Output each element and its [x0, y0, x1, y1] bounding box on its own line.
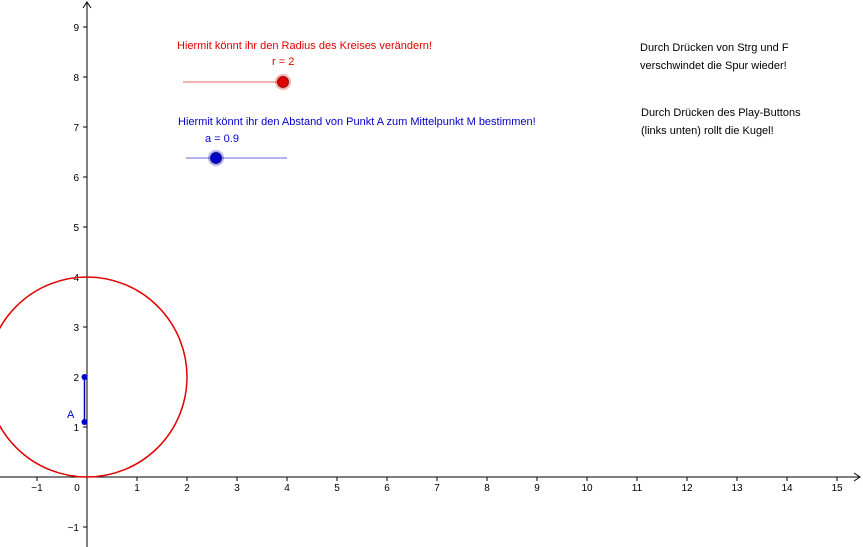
x-tick-label: 9 [534, 483, 540, 494]
point-m[interactable] [81, 374, 88, 380]
clear-trace-hint-line2: verschwindet die Spur wieder! [640, 60, 787, 72]
distance-slider-caption: Hiermit könnt ihr den Abstand von Punkt … [178, 116, 536, 128]
y-tick-label: 6 [73, 173, 79, 184]
x-axis-arrow [853, 472, 861, 482]
y-tick-label: −1 [68, 523, 80, 534]
x-tick-label: 2 [184, 483, 190, 494]
x-tick-label: 4 [284, 483, 290, 494]
x-axis-ticks: −1 0 1 2 3 4 5 6 7 8 9 10 11 12 13 14 15 [31, 477, 843, 494]
point-a[interactable] [81, 419, 88, 425]
y-tick-label: 7 [73, 123, 79, 134]
x-tick-label: 3 [234, 483, 240, 494]
y-tick-label: 4 [73, 273, 79, 284]
y-tick-label: 8 [73, 73, 79, 84]
play-hint: Durch Drücken des Play-Buttons (links un… [641, 104, 801, 140]
x-tick-label: 5 [334, 483, 340, 494]
y-tick-label: 2 [73, 373, 79, 384]
radius-slider-handle[interactable] [277, 76, 289, 88]
x-tick-label: 8 [484, 483, 490, 494]
point-a-label: A [67, 409, 75, 421]
y-tick-label: 9 [73, 23, 79, 34]
x-tick-label: 7 [434, 483, 440, 494]
distance-slider-handle[interactable] [210, 152, 222, 164]
x-tick-label: 14 [781, 483, 793, 494]
x-tick-label: −1 [31, 483, 43, 494]
distance-slider-value: a = 0.9 [205, 133, 239, 145]
play-hint-line2: (links unten) rollt die Kugel! [641, 125, 774, 137]
x-tick-label: 6 [384, 483, 390, 494]
rolling-circle[interactable] [0, 276, 188, 478]
x-tick-label: 13 [731, 483, 743, 494]
clear-trace-hint-line1: Durch Drücken von Strg und F [640, 42, 789, 54]
y-tick-label: 1 [73, 423, 79, 434]
y-tick-label: 3 [73, 323, 79, 334]
x-tick-label: 12 [681, 483, 693, 494]
y-axis-arrow [82, 1, 92, 9]
radius-slider-caption: Hiermit könnt ihr den Radius des Kreises… [177, 40, 432, 52]
play-hint-line1: Durch Drücken des Play-Buttons [641, 107, 801, 119]
clear-trace-hint: Durch Drücken von Strg und F verschwinde… [640, 39, 789, 75]
x-tick-label: 1 [134, 483, 140, 494]
x-tick-label: 11 [632, 483, 643, 494]
x-tick-label: 0 [74, 483, 80, 494]
x-tick-label: 10 [581, 483, 593, 494]
y-tick-label: 5 [73, 223, 79, 234]
radius-slider-value: r = 2 [272, 56, 295, 68]
x-tick-label: 15 [831, 483, 843, 494]
